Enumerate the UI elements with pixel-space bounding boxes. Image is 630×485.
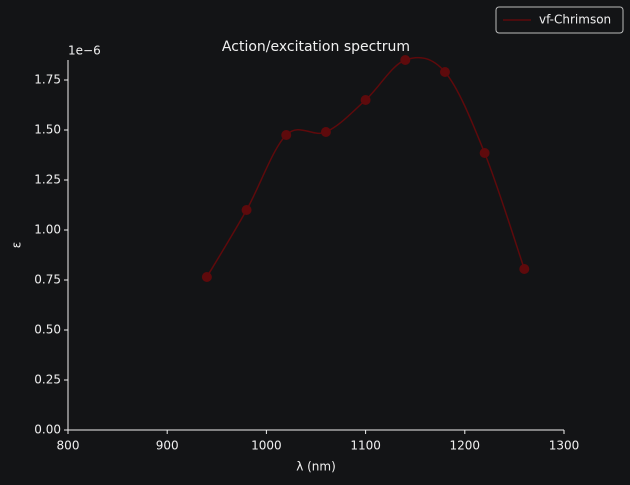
y-offset-label: 1e−6 (68, 44, 101, 58)
x-tick-label: 1100 (350, 439, 381, 453)
data-point (360, 95, 371, 105)
y-axis-label: ε (10, 242, 24, 249)
data-point (241, 205, 252, 215)
data-point (320, 127, 331, 137)
x-axis-label: λ (nm) (296, 460, 336, 474)
y-tick-label: 0.50 (34, 323, 61, 337)
y-tick-label: 1.25 (34, 173, 61, 187)
data-point (519, 264, 530, 274)
data-point (281, 130, 292, 140)
data-point (400, 55, 411, 65)
y-tick-label: 0.00 (34, 423, 61, 437)
y-tick-label: 0.75 (34, 273, 61, 287)
data-point (201, 272, 212, 282)
x-tick-label: 900 (156, 439, 179, 453)
chart-title: Action/excitation spectrum (222, 39, 410, 55)
legend-box (495, 6, 624, 34)
legend-label: vf-Chrimson (539, 13, 611, 27)
x-tick-label: 1200 (450, 439, 481, 453)
data-point (479, 148, 490, 158)
y-tick-label: 1.00 (34, 223, 61, 237)
x-tick-label: 1000 (251, 439, 282, 453)
x-tick-label: 800 (57, 439, 80, 453)
data-point (439, 67, 450, 77)
y-tick-label: 1.75 (34, 73, 61, 87)
x-tick-label: 1300 (549, 439, 580, 453)
y-tick-label: 0.25 (34, 373, 61, 387)
y-tick-label: 1.50 (34, 123, 61, 137)
